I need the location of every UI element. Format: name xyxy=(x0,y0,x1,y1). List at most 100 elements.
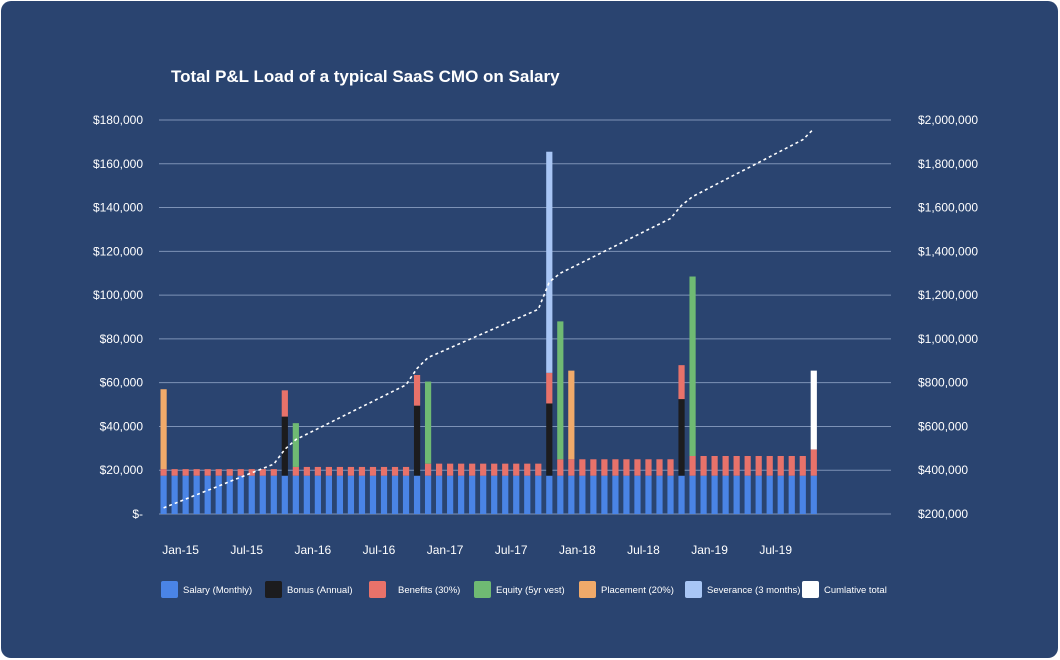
bar-segment-2 xyxy=(623,459,630,476)
bar-segment-0 xyxy=(480,475,487,514)
y-left-tick-label: $100,000 xyxy=(93,288,143,302)
bar-segment-2 xyxy=(766,455,773,476)
bar-segment-2 xyxy=(314,466,321,476)
bar-segment-0 xyxy=(700,475,707,514)
y-left-tick-label: $60,000 xyxy=(100,376,144,390)
cumulative-line xyxy=(163,128,815,509)
bar-segment-1 xyxy=(546,403,553,476)
y-right-tick-label: $600,000 xyxy=(918,419,968,433)
bar-segment-0 xyxy=(799,475,806,514)
legend-label: Salary (Monthly) xyxy=(183,585,252,596)
bar-segment-4 xyxy=(568,370,575,460)
bar-segment-2 xyxy=(215,469,222,476)
bar-segment-0 xyxy=(502,475,509,514)
bar-segment-0 xyxy=(226,475,233,514)
bar-segment-0 xyxy=(722,475,729,514)
y-left-tick-label: $140,000 xyxy=(93,201,143,215)
bar-segment-2 xyxy=(689,455,696,476)
bar-segment-0 xyxy=(369,475,377,514)
bar-segment-4 xyxy=(160,389,167,470)
bar-segment-2 xyxy=(678,365,685,400)
bar-segment-0 xyxy=(182,475,189,514)
bar-segment-0 xyxy=(546,475,553,514)
legend-swatch xyxy=(369,581,386,598)
bar-segment-0 xyxy=(810,475,817,514)
y-right-tick-label: $2,000,000 xyxy=(918,113,978,127)
bar-segment-0 xyxy=(788,475,795,514)
bar-segment-2 xyxy=(182,469,189,476)
bar-segment-2 xyxy=(656,459,663,476)
bar-segment-2 xyxy=(248,469,255,476)
bar-segment-0 xyxy=(237,475,244,514)
bar-segment-0 xyxy=(259,475,266,514)
bar-segment-5 xyxy=(546,151,553,373)
y-left-tick-label: $- xyxy=(132,507,143,521)
bar-segment-2 xyxy=(568,459,575,476)
bar-segment-2 xyxy=(722,455,729,476)
bar-segment-0 xyxy=(656,475,663,514)
bar-segment-0 xyxy=(160,475,167,514)
bar-segment-6 xyxy=(810,370,817,450)
legend-swatch xyxy=(685,581,702,598)
legend-label: Equity (5yr vest) xyxy=(496,585,565,596)
bar-segment-2 xyxy=(413,375,421,406)
bar-segment-0 xyxy=(590,475,597,514)
x-tick-label: Jan-16 xyxy=(294,543,331,557)
bar-segment-0 xyxy=(601,475,608,514)
bar-segment-0 xyxy=(314,475,321,514)
bar-segment-3 xyxy=(292,423,299,467)
y-left-tick-label: $160,000 xyxy=(93,157,143,171)
bar-segment-2 xyxy=(171,469,178,476)
bar-segment-2 xyxy=(469,463,476,476)
bar-segment-2 xyxy=(579,459,586,476)
bar-segment-0 xyxy=(579,475,586,514)
bar-segment-2 xyxy=(480,463,487,476)
y-right-tick-label: $1,800,000 xyxy=(918,157,978,171)
bar-segment-2 xyxy=(667,459,674,476)
bar-segment-2 xyxy=(799,455,806,476)
bar-segment-2 xyxy=(347,466,355,476)
bar-segment-0 xyxy=(204,475,211,514)
legend-swatch xyxy=(802,581,819,598)
bar-segment-0 xyxy=(303,475,310,514)
legend-label: Bonus (Annual) xyxy=(287,585,352,596)
y-right-tick-label: $200,000 xyxy=(918,507,968,521)
bar-segment-2 xyxy=(325,466,332,476)
bar-segment-2 xyxy=(645,459,652,476)
bar-segment-0 xyxy=(612,475,619,514)
bar-segment-2 xyxy=(436,463,443,476)
bar-segment-0 xyxy=(491,475,498,514)
bar-segment-3 xyxy=(557,321,564,460)
bar-segment-0 xyxy=(623,475,630,514)
x-tick-label: Jan-19 xyxy=(691,543,728,557)
bar-segment-0 xyxy=(424,475,432,514)
y-right-tick-label: $1,600,000 xyxy=(918,201,978,215)
y-right-tick-label: $800,000 xyxy=(918,376,968,390)
x-tick-label: Jul-17 xyxy=(495,543,528,557)
legend: Salary (Monthly) Bonus (Annual) Benefits (… xyxy=(161,581,887,598)
bar-segment-0 xyxy=(380,475,388,514)
bar-segment-0 xyxy=(413,475,421,514)
bar-segment-0 xyxy=(667,475,674,514)
x-tick-label: Jan-15 xyxy=(162,543,199,557)
bar-segment-2 xyxy=(259,469,266,476)
bar-segment-2 xyxy=(391,466,399,476)
bar-segment-0 xyxy=(777,475,784,514)
x-tick-label: Jul-19 xyxy=(759,543,792,557)
bar-segment-2 xyxy=(281,390,288,417)
bar-segment-0 xyxy=(292,475,299,514)
bar-segment-0 xyxy=(458,475,465,514)
bar-segment-0 xyxy=(524,475,531,514)
bar-segment-2 xyxy=(226,469,233,476)
bar-segment-0 xyxy=(513,475,520,514)
bar-segment-1 xyxy=(413,405,421,476)
bar-segment-3 xyxy=(424,381,432,464)
bar-segment-2 xyxy=(193,469,200,476)
legend-label: Severance (3 months) xyxy=(707,585,800,596)
bar-segment-0 xyxy=(535,475,542,514)
bar-segment-2 xyxy=(204,469,211,476)
bar-segment-2 xyxy=(369,466,377,476)
bar-segment-2 xyxy=(777,455,784,476)
